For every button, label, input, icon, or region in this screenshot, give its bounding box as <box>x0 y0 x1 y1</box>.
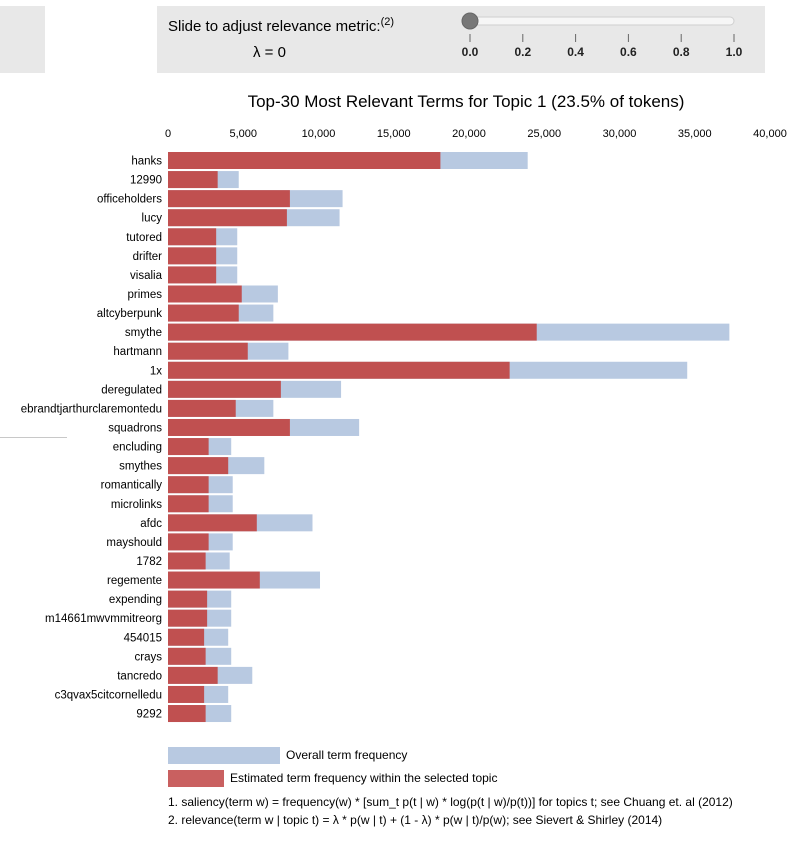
divider-line <box>0 437 67 438</box>
topic-frequency-bar[interactable] <box>168 304 239 322</box>
topic-frequency-bar[interactable] <box>168 285 242 303</box>
term-label[interactable]: deregulated <box>101 384 162 396</box>
slider-tick-label: 0.6 <box>620 45 637 59</box>
term-label[interactable]: officeholders <box>97 194 162 206</box>
slider-tick-label: 0.8 <box>673 45 690 59</box>
topic-frequency-bar[interactable] <box>168 628 205 646</box>
slider-label-text: Slide to adjust relevance metric: <box>168 18 381 35</box>
x-tick-label: 10,000 <box>302 128 336 140</box>
x-tick-label: 25,000 <box>527 128 561 140</box>
term-label[interactable]: expending <box>109 594 162 606</box>
topic-frequency-bar[interactable] <box>168 361 510 379</box>
term-label[interactable]: squadrons <box>108 422 162 434</box>
topic-frequency-bar[interactable] <box>168 666 218 684</box>
term-label[interactable]: primes <box>127 289 162 301</box>
term-label[interactable]: c3qvax5citcornelledu <box>55 689 162 701</box>
topic-frequency-bar[interactable] <box>168 533 209 551</box>
term-label[interactable]: romantically <box>101 480 163 492</box>
legend-topic-label: Estimated term frequency within the sele… <box>230 771 497 785</box>
topic-frequency-bar[interactable] <box>168 457 229 475</box>
x-tick-label: 5,000 <box>229 128 257 140</box>
term-label[interactable]: tutored <box>126 232 162 244</box>
topic-frequency-bar[interactable] <box>168 418 290 436</box>
topic-frequency-bar[interactable] <box>168 209 287 227</box>
term-label[interactable]: 9292 <box>136 709 162 721</box>
topic-frequency-bar[interactable] <box>168 609 208 627</box>
term-label[interactable]: afdc <box>140 518 162 530</box>
term-label[interactable]: 12990 <box>130 175 162 187</box>
topic-frequency-bar[interactable] <box>168 590 208 608</box>
slider-tick-label: 0.2 <box>514 45 531 59</box>
topic-frequency-bar[interactable] <box>168 552 206 570</box>
term-label[interactable]: hanks <box>131 156 162 168</box>
legend-overall-swatch <box>168 747 280 764</box>
topic-frequency-bar[interactable] <box>168 152 441 169</box>
term-label[interactable]: hartmann <box>113 346 162 358</box>
x-tick-label: 15,000 <box>377 128 411 140</box>
x-tick-label: 35,000 <box>678 128 712 140</box>
topic-frequency-bar[interactable] <box>168 228 217 246</box>
topic-frequency-bar[interactable] <box>168 476 209 494</box>
slider-label: Slide to adjust relevance metric:(2) <box>168 16 394 35</box>
left-control-panel <box>0 6 45 73</box>
x-tick-label: 20,000 <box>452 128 486 140</box>
term-label[interactable]: 454015 <box>124 632 162 644</box>
topic-frequency-bar[interactable] <box>168 190 290 208</box>
term-label[interactable]: tancredo <box>117 670 162 682</box>
term-label[interactable]: 1x <box>150 365 162 377</box>
term-label[interactable]: microlinks <box>111 499 162 511</box>
topic-frequency-bar[interactable] <box>168 266 217 284</box>
slider-tick-label: 1.0 <box>726 45 743 59</box>
term-label[interactable]: ebrandtjarthurclaremontedu <box>21 403 162 415</box>
slider-track[interactable] <box>469 16 735 26</box>
topic-frequency-bar[interactable] <box>168 438 209 456</box>
topic-frequency-bar[interactable] <box>168 571 260 589</box>
lambda-value: λ = 0 <box>253 44 286 61</box>
footnote-relevance: 2. relevance(term w | topic t) = λ * p(w… <box>168 813 662 827</box>
slider-tick-label: 0.4 <box>567 45 584 59</box>
chart-title: Top-30 Most Relevant Terms for Topic 1 (… <box>248 92 685 111</box>
x-tick-label: 40,000 <box>753 128 787 140</box>
slider-handle[interactable] <box>461 12 479 30</box>
term-label[interactable]: lucy <box>142 213 163 225</box>
topic-frequency-bar[interactable] <box>168 685 205 703</box>
term-label[interactable]: encluding <box>113 442 162 454</box>
term-label[interactable]: 1782 <box>136 556 162 568</box>
term-label[interactable]: m14661mwvmmitreorg <box>45 613 162 625</box>
term-label[interactable]: smythe <box>125 327 162 339</box>
term-label[interactable]: drifter <box>133 251 163 263</box>
topic-frequency-bar[interactable] <box>168 342 248 360</box>
topic-frequency-bar[interactable] <box>168 247 217 265</box>
topic-frequency-bar[interactable] <box>168 495 209 513</box>
topic-frequency-bar[interactable] <box>168 399 236 417</box>
legend-overall-label: Overall term frequency <box>286 748 407 762</box>
term-label[interactable]: smythes <box>119 461 162 473</box>
topic-frequency-bar[interactable] <box>168 705 206 723</box>
footnote-saliency: 1. saliency(term w) = frequency(w) * [su… <box>168 795 733 809</box>
topic-frequency-bar[interactable] <box>168 647 206 665</box>
topic-frequency-bar[interactable] <box>168 171 218 189</box>
x-tick-label: 30,000 <box>603 128 637 140</box>
topic-frequency-bar[interactable] <box>168 323 537 341</box>
legend-topic-swatch <box>168 770 224 787</box>
x-tick-label: 0 <box>165 128 171 140</box>
slider-tick-label: 0.0 <box>462 45 479 59</box>
term-label[interactable]: crays <box>135 651 163 663</box>
term-label[interactable]: mayshould <box>106 537 162 549</box>
topic-frequency-bar[interactable] <box>168 380 281 398</box>
term-label[interactable]: altcyberpunk <box>97 308 162 320</box>
term-label[interactable]: visalia <box>130 270 163 282</box>
slider-footnote-marker: (2) <box>380 16 395 28</box>
topic-frequency-bar[interactable] <box>168 514 257 532</box>
term-label[interactable]: regemente <box>107 575 162 587</box>
